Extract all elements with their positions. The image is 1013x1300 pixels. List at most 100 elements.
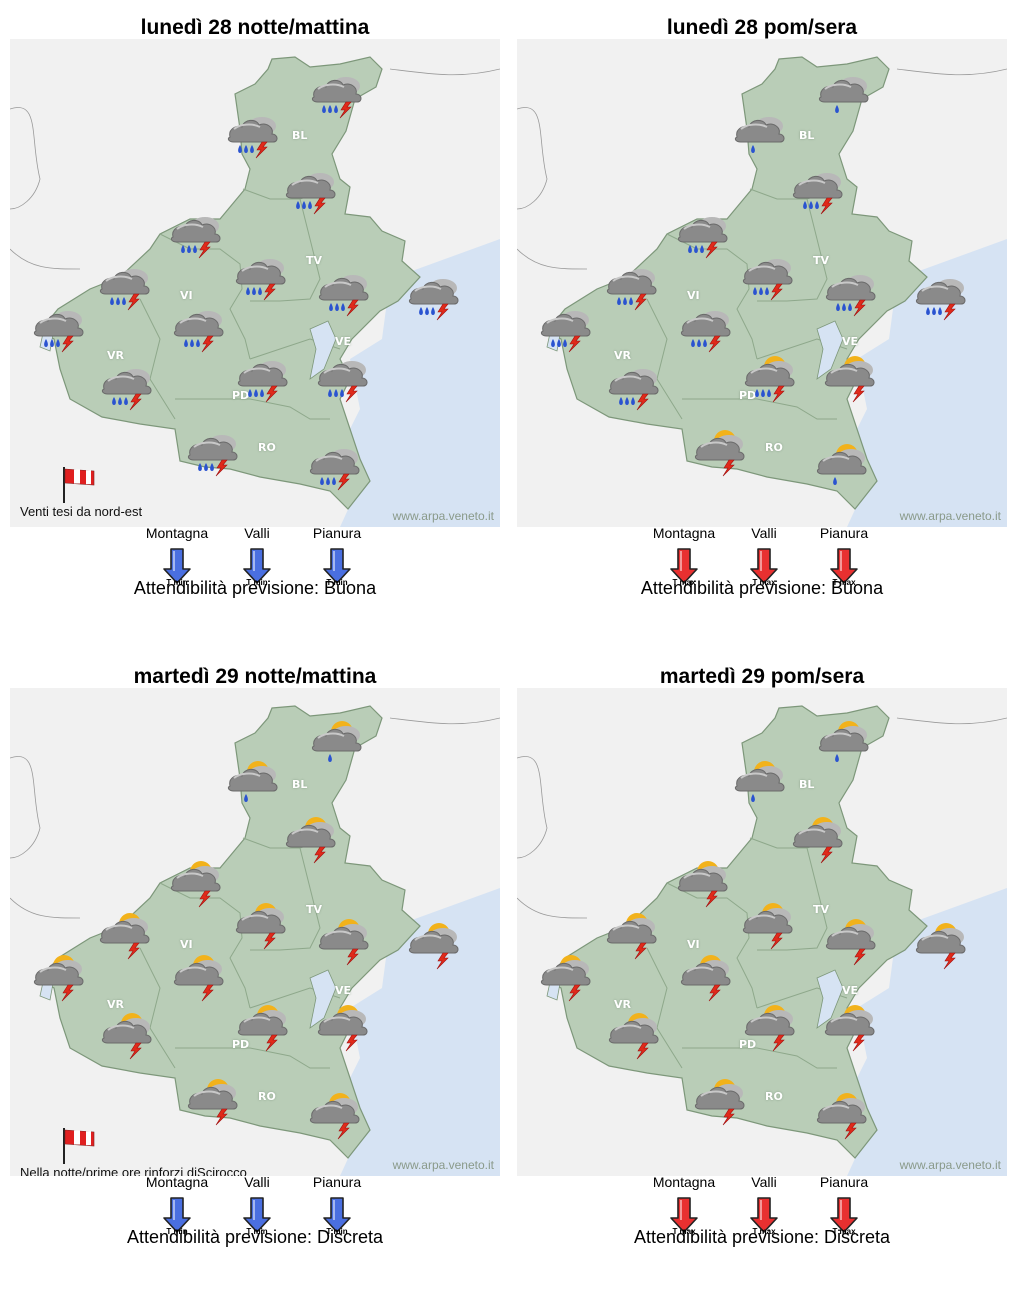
storm-rain-icon	[537, 301, 597, 353]
arpa-credit-link[interactable]: www.arpa.veneto.it	[392, 509, 494, 523]
province-label-vr: VR	[107, 998, 124, 1011]
province-label-vr: VR	[614, 349, 631, 362]
storm-rain-icon	[234, 351, 294, 403]
zone-label: Valli	[751, 1174, 777, 1190]
province-label-pd: PD	[232, 1038, 250, 1051]
veneto-map: BL TV VI VR VE PD RO www.arpa.veneto.it	[517, 688, 1007, 1176]
sun-storm-icon	[315, 914, 375, 966]
temperature-zone: Valli T min	[217, 525, 297, 587]
sun-storm-rain-icon	[741, 351, 801, 403]
arpa-credit-link[interactable]: www.arpa.veneto.it	[392, 1158, 494, 1172]
storm-rain-icon	[912, 269, 972, 321]
sun-storm-icon	[741, 1000, 801, 1052]
panel-title: martedì 29 pom/sera	[659, 665, 865, 688]
temperature-zone: Montagna T max	[644, 525, 724, 587]
province-label-pd: PD	[739, 389, 757, 402]
temperature-kind-label: T max	[752, 578, 776, 587]
storm-rain-icon	[314, 351, 374, 403]
storm-rain-icon	[315, 265, 375, 317]
forecast-reliability: Attendibilità previsione: Discreta	[633, 1227, 891, 1247]
sun-cloud-rain-icon	[813, 439, 873, 491]
sun-storm-icon	[691, 425, 751, 477]
zone-label: Montagna	[652, 1174, 716, 1190]
temperature-up-arrow-icon: T max	[669, 547, 699, 587]
cloud-rain-icon	[815, 67, 875, 119]
storm-rain-icon	[96, 259, 156, 311]
province-label-ve: VE	[842, 335, 859, 348]
sun-cloud-rain-icon	[308, 716, 368, 768]
veneto-map: BL TV VI VR VE PD RO Nella notte/prime ore rin…	[10, 688, 500, 1176]
province-label-tv: TV	[306, 903, 323, 916]
zone-label: Montagna	[145, 1174, 209, 1190]
sun-storm-icon	[306, 1088, 366, 1140]
temperature-kind-label: T max	[832, 1227, 856, 1236]
province-label-ve: VE	[335, 984, 352, 997]
sun-storm-icon	[170, 950, 230, 1002]
sun-storm-icon	[184, 1074, 244, 1126]
temperature-kind-label: T min	[166, 578, 188, 587]
zone-label: Valli	[244, 525, 270, 541]
province-label-ro: RO	[258, 1090, 276, 1103]
zone-label: Pianura	[819, 525, 869, 541]
province-label-ve: VE	[335, 335, 352, 348]
temperature-zone: Valli T max	[724, 525, 804, 587]
wind-flag-icon	[60, 465, 100, 510]
storm-rain-icon	[30, 301, 90, 353]
province-label-ro: RO	[765, 1090, 783, 1103]
temperature-zone: Montagna T min	[137, 525, 217, 587]
veneto-map: BL TV VI VR VE PD RO www.arpa.veneto.it	[517, 39, 1007, 527]
temperature-up-arrow-icon: T max	[829, 547, 859, 587]
forecast-reliability: Attendibilità previsione: Buona	[640, 578, 884, 598]
province-label-tv: TV	[813, 903, 830, 916]
arpa-credit-link[interactable]: www.arpa.veneto.it	[899, 1158, 1001, 1172]
province-label-pd: PD	[232, 389, 250, 402]
temperature-zone: Montagna T max	[644, 1174, 724, 1236]
storm-rain-icon	[789, 163, 849, 215]
forecast-reliability: Attendibilità previsione: Discreta	[126, 1227, 384, 1247]
province-label-vi: VI	[687, 938, 700, 951]
storm-rain-icon	[739, 249, 799, 301]
arpa-credit-link[interactable]: www.arpa.veneto.it	[899, 509, 1001, 523]
temperature-zone: Pianura T max	[804, 525, 884, 587]
sun-storm-icon	[691, 1074, 751, 1126]
temperature-down-arrow-icon: T min	[322, 1196, 352, 1236]
temperature-down-arrow-icon: T min	[242, 547, 272, 587]
storm-rain-icon	[605, 359, 665, 411]
province-label-vr: VR	[614, 998, 631, 1011]
storm-rain-icon	[405, 269, 465, 321]
storm-rain-icon	[674, 207, 734, 259]
sun-storm-icon	[98, 1008, 158, 1060]
veneto-map: BL TV VI VR VE PD RO Venti tesi da nord-est www…	[10, 39, 500, 527]
sun-storm-icon	[314, 1000, 374, 1052]
province-label-ro: RO	[765, 441, 783, 454]
zone-label: Valli	[244, 1174, 270, 1190]
zone-label: Pianura	[312, 525, 362, 541]
sun-storm-icon	[30, 950, 90, 1002]
sun-storm-icon	[821, 1000, 881, 1052]
sun-storm-icon	[605, 1008, 665, 1060]
forecast-reliability: Attendibilità previsione: Buona	[133, 578, 377, 598]
sun-storm-icon	[405, 918, 465, 970]
province-label-pd: PD	[739, 1038, 757, 1051]
temperature-zone: Valli T min	[217, 1174, 297, 1236]
temperature-down-arrow-icon: T min	[242, 1196, 272, 1236]
storm-rain-icon	[282, 163, 342, 215]
temperature-kind-label: T min	[166, 1227, 188, 1236]
forecast-panel: martedì 29 pom/sera BL TV VI VR VE PD RO www.ar…	[517, 649, 1007, 1299]
zone-label: Pianura	[312, 1174, 362, 1190]
temperature-up-arrow-icon: T max	[669, 1196, 699, 1236]
temperature-trend: Montagna T max Valli T max Pianura T max	[517, 525, 1007, 600]
zone-label: Montagna	[652, 525, 716, 541]
province-label-bl: BL	[292, 778, 308, 791]
panel-title: lunedì 28 pom/sera	[666, 16, 858, 39]
storm-rain-icon	[677, 301, 737, 353]
sun-storm-icon	[674, 856, 734, 908]
temperature-down-arrow-icon: T min	[162, 1196, 192, 1236]
temperature-zone: Valli T max	[724, 1174, 804, 1236]
province-label-tv: TV	[306, 254, 323, 267]
storm-rain-icon	[232, 249, 292, 301]
province-label-vr: VR	[107, 349, 124, 362]
sun-storm-icon	[232, 898, 292, 950]
sun-cloud-rain-icon	[815, 716, 875, 768]
storm-rain-icon	[306, 439, 366, 491]
